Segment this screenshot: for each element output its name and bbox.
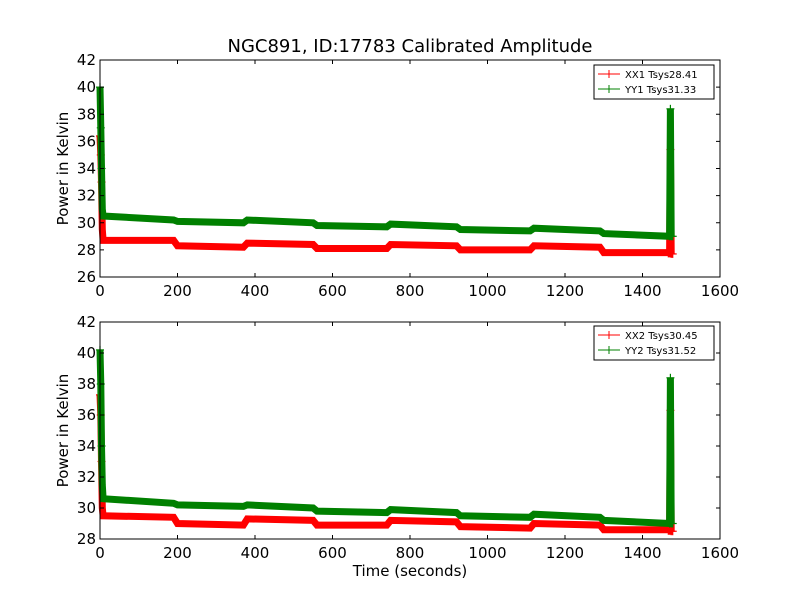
x-axis-label: Time (seconds) bbox=[352, 562, 468, 580]
series-line bbox=[99, 349, 673, 525]
x-tick-label: 1600 bbox=[701, 544, 739, 562]
y-axis-label: Power in Kelvin bbox=[54, 112, 72, 226]
y-tick-label: 36 bbox=[77, 406, 96, 424]
y-tick-label: 34 bbox=[77, 160, 96, 178]
y-tick-label: 26 bbox=[77, 268, 96, 286]
y-tick-label: 42 bbox=[77, 313, 96, 331]
x-tick-label: 1000 bbox=[468, 544, 506, 562]
legend-frame bbox=[593, 64, 715, 100]
x-tick-label: 1400 bbox=[623, 282, 661, 300]
series-yy bbox=[96, 345, 677, 528]
series-line bbox=[99, 87, 673, 237]
y-tick-label: 28 bbox=[77, 530, 96, 548]
x-tick-label: 400 bbox=[241, 282, 270, 300]
x-tick-label: 800 bbox=[396, 282, 425, 300]
y-tick-label: 30 bbox=[77, 214, 96, 232]
legend-entry-label: XX1 Tsys28.41 bbox=[625, 70, 698, 81]
x-tick-label: 600 bbox=[318, 544, 347, 562]
chart-title: NGC891, ID:17783 Calibrated Amplitude bbox=[228, 36, 593, 57]
legend: XX1 Tsys28.41 YY1 Tsys31.33 bbox=[593, 64, 715, 100]
subplot-top: 0 200 400 600 800 1000 1200 1400 1600 26 28 30 32 34 3… bbox=[54, 51, 739, 300]
x-tick-label: 200 bbox=[163, 282, 192, 300]
y-tick-label: 32 bbox=[77, 468, 96, 486]
legend-entry-label: XX2 Tsys30.45 bbox=[625, 331, 698, 342]
x-tick-label: 200 bbox=[163, 544, 192, 562]
y-tick-label: 36 bbox=[77, 132, 96, 150]
y-tick-label: 34 bbox=[77, 437, 96, 455]
series-line bbox=[99, 135, 673, 255]
x-tick-label: 1200 bbox=[546, 282, 584, 300]
y-tick-label: 28 bbox=[77, 241, 96, 259]
y-tick-label: 40 bbox=[77, 78, 96, 96]
series-line bbox=[99, 394, 673, 532]
x-tick-label: 1400 bbox=[623, 544, 661, 562]
x-tick-label: 1600 bbox=[701, 282, 739, 300]
y-tick-label: 30 bbox=[77, 499, 96, 517]
x-tick-label: 800 bbox=[396, 544, 425, 562]
legend-entry-label: YY1 Tsys31.33 bbox=[624, 85, 696, 96]
legend-frame bbox=[593, 325, 715, 361]
x-tick-label: 1000 bbox=[468, 282, 506, 300]
x-tick-label: 400 bbox=[241, 544, 270, 562]
y-tick-label: 32 bbox=[77, 187, 96, 205]
legend: XX2 Tsys30.45 YY2 Tsys31.52 bbox=[593, 325, 715, 361]
legend-entry-label: YY2 Tsys31.52 bbox=[624, 346, 696, 357]
y-tick-label: 38 bbox=[77, 105, 96, 123]
y-tick-label: 38 bbox=[77, 375, 96, 393]
x-tick-label: 600 bbox=[318, 282, 347, 300]
y-tick-label: 40 bbox=[77, 344, 96, 362]
series-xx bbox=[96, 131, 677, 258]
y-tick-label: 42 bbox=[77, 51, 96, 69]
x-tick-label: 1200 bbox=[546, 544, 584, 562]
x-tick-label: 0 bbox=[95, 544, 105, 562]
y-axis-label: Power in Kelvin bbox=[54, 374, 72, 488]
x-tick-label: 0 bbox=[95, 282, 105, 300]
subplot-bottom: 0 200 400 600 800 1000 1200 1400 1600 28 30 32 34 36 3… bbox=[54, 313, 739, 562]
